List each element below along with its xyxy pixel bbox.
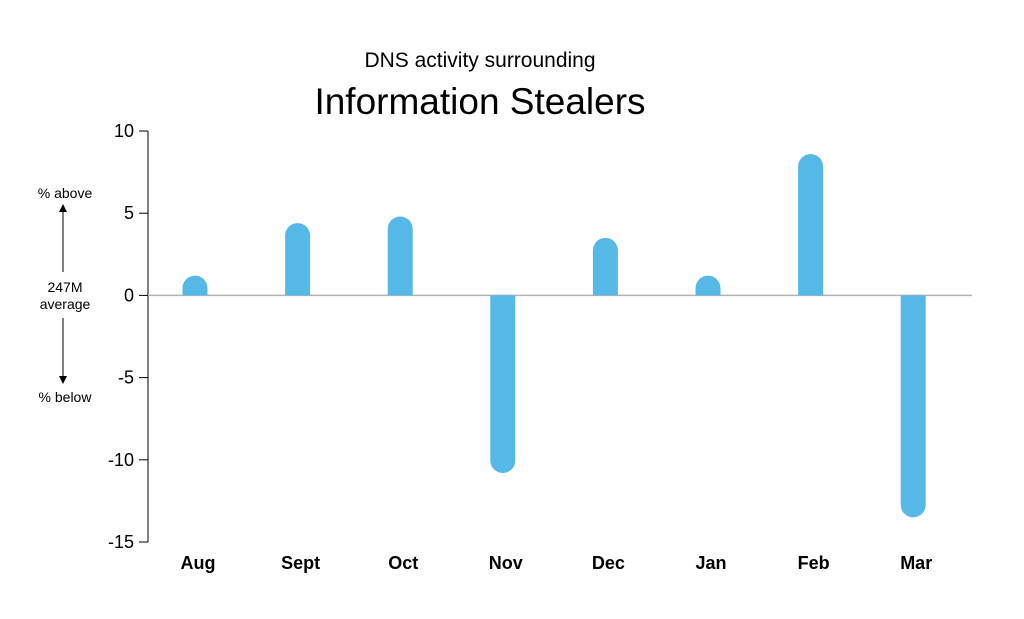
x-tick-label: Aug — [181, 553, 216, 573]
labels: Aug Sept Oct Nov Dec Jan Feb Mar — [181, 553, 933, 573]
bars — [182, 154, 926, 518]
down-arrow-icon — [59, 376, 67, 384]
bar-mar — [900, 295, 926, 518]
bar-oct — [387, 216, 413, 296]
bar-feb — [798, 154, 824, 296]
bar-nov — [490, 295, 516, 473]
below-label: % below — [39, 389, 93, 405]
bar-jan — [695, 275, 721, 296]
y-tick-label: -10 — [108, 450, 134, 470]
bar-sept — [285, 223, 311, 296]
above-label: % above — [38, 185, 93, 201]
bar-dec — [592, 237, 618, 296]
x-tick-label: Dec — [592, 553, 625, 573]
side-annotation: % above 247M average % below — [38, 185, 93, 405]
y-tick-label: 0 — [124, 285, 134, 305]
bar-aug — [182, 275, 208, 296]
x-tick-label: Sept — [281, 553, 320, 573]
y-tick-label: -15 — [108, 532, 134, 552]
chart-subtitle: DNS activity surrounding — [364, 49, 595, 72]
axes: 10 5 0 -5 -10 -15 — [108, 121, 972, 552]
average-label: average — [40, 296, 91, 312]
x-tick-label: Nov — [489, 553, 523, 573]
x-tick-label: Oct — [388, 553, 418, 573]
x-tick-label: Feb — [798, 553, 830, 573]
x-tick-label: Jan — [695, 553, 726, 573]
chart-title: Information Stealers — [314, 81, 645, 122]
average-value-label: 247M — [47, 279, 82, 295]
up-arrow-icon — [59, 204, 67, 212]
y-tick-label: -5 — [118, 368, 134, 388]
y-tick-label: 10 — [114, 121, 134, 141]
y-tick-label: 5 — [124, 203, 134, 223]
x-tick-label: Mar — [900, 553, 932, 573]
